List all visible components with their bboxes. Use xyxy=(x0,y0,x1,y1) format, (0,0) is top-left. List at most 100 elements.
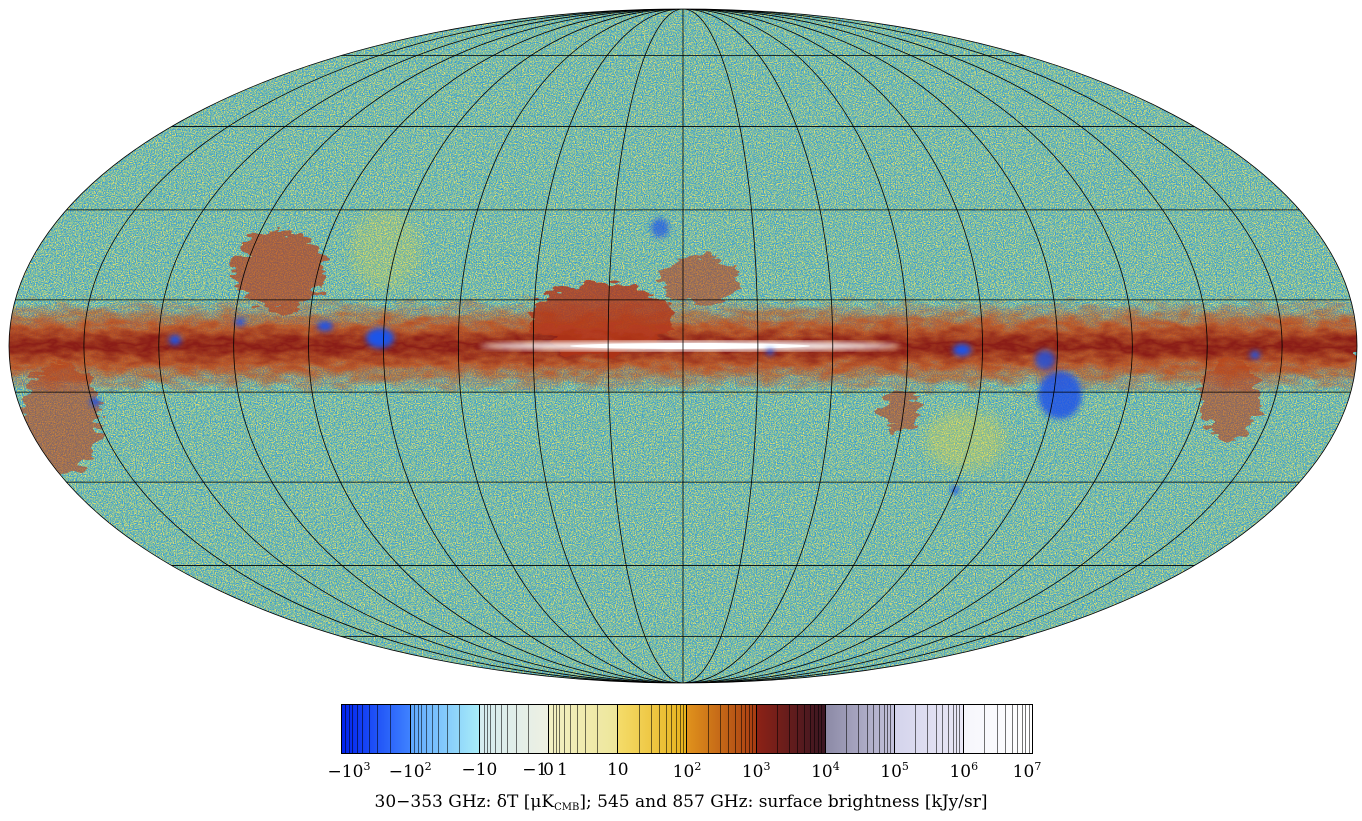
colorbar-minor-tick xyxy=(507,705,509,753)
colorbar-segment xyxy=(963,705,1032,753)
colorbar-tick-label: 103 xyxy=(741,760,771,782)
colorbar-minor-tick xyxy=(707,705,709,753)
colorbar-minor-tick xyxy=(984,705,986,753)
colorbar-minor-tick xyxy=(527,705,529,753)
colorbar-tick-label: 105 xyxy=(880,760,909,782)
colorbar-minor-tick xyxy=(345,705,347,753)
meridian-line xyxy=(682,9,909,683)
colorbar-minor-tick xyxy=(776,705,778,753)
meridian-line xyxy=(457,9,684,683)
colorbar-minor-tick xyxy=(1004,705,1006,753)
colorbar-tick-label: 102 xyxy=(672,760,702,782)
colorbar-minor-tick xyxy=(996,705,998,753)
colorbar-minor-tick xyxy=(426,705,428,753)
colorbar-segment xyxy=(480,705,550,753)
colorbar-minor-tick xyxy=(564,705,566,753)
colorbar-minor-tick xyxy=(915,705,917,753)
colorbar-segment xyxy=(894,705,964,753)
meridian-line xyxy=(682,9,834,683)
colorbar-tick-label: 107 xyxy=(1012,760,1042,782)
colorbar-minor-tick xyxy=(873,705,875,753)
colorbar-segment xyxy=(825,705,895,753)
colorbar-minor-tick xyxy=(389,705,391,753)
colorbar-minor-tick xyxy=(878,705,880,753)
colorbar-segment xyxy=(411,705,481,753)
colorbar-tick-label: 0 xyxy=(543,760,555,780)
colorbar-minor-tick xyxy=(377,705,379,753)
colorbar-minor-tick xyxy=(414,705,416,753)
colorbar-minor-tick xyxy=(559,705,561,753)
colorbar-minor-tick xyxy=(745,705,747,753)
colorbar-minor-tick xyxy=(651,705,653,753)
colorbar-minor-tick xyxy=(735,705,737,753)
colorbar-minor-tick xyxy=(421,705,423,753)
colorbar-minor-tick xyxy=(728,705,730,753)
colorbar-segment xyxy=(618,705,688,753)
colorbar-minor-tick xyxy=(720,705,722,753)
colorbar-minor-tick xyxy=(431,705,433,753)
colorbar-minor-tick xyxy=(821,705,823,753)
meridian-line xyxy=(308,9,684,683)
colorbar-minor-tick xyxy=(748,705,750,753)
colorbar-minor-tick xyxy=(814,705,816,753)
colorbar-tick-label: −1 xyxy=(522,760,548,780)
colorbar-minor-tick xyxy=(569,705,571,753)
colorbar-minor-tick xyxy=(809,705,811,753)
colorbar-minor-tick xyxy=(676,705,678,753)
colorbar-tick-label: −102 xyxy=(388,760,432,782)
colorbar-minor-tick xyxy=(515,705,517,753)
colorbar-minor-tick xyxy=(846,705,848,753)
colorbar-minor-tick xyxy=(1011,705,1013,753)
meridian-line xyxy=(682,9,983,683)
colorbar-minor-tick xyxy=(348,705,350,753)
meridian-line xyxy=(682,9,1283,683)
colorbar-minor-tick xyxy=(740,705,742,753)
colorbar-minor-tick xyxy=(797,705,799,753)
colorbar-minor-tick xyxy=(556,705,558,753)
colorbar-caption: 30−353 GHz: δT [μKCMB]; 545 and 857 GHz:… xyxy=(374,792,988,813)
colorbar-segment xyxy=(687,705,757,753)
colorbar-minor-tick xyxy=(886,705,888,753)
colorbar-segment xyxy=(342,705,412,753)
colorbar-minor-tick xyxy=(959,705,961,753)
colorbar-minor-tick xyxy=(666,705,668,753)
colorbar-minor-tick xyxy=(947,705,949,753)
colorbar-minor-tick xyxy=(362,705,364,753)
colorbar-minor-tick xyxy=(486,705,488,753)
colorbar-minor-tick xyxy=(659,705,661,753)
colorbar-minor-tick xyxy=(369,705,371,753)
meridian-line xyxy=(682,9,1058,683)
colorbar-segment xyxy=(549,705,619,753)
colorbar-minor-tick xyxy=(1021,705,1023,753)
colorbar-minor-tick xyxy=(1028,705,1030,753)
colorbar-minor-tick xyxy=(417,705,419,753)
colorbar-tick-label: −103 xyxy=(327,760,371,782)
colorbar-minor-tick xyxy=(683,705,685,753)
meridian-line xyxy=(233,9,684,683)
meridian-line xyxy=(532,9,684,683)
colorbar-minor-tick xyxy=(927,705,929,753)
colorbar-minor-tick xyxy=(576,705,578,753)
colorbar-minor-tick xyxy=(490,705,492,753)
colorbar-minor-tick xyxy=(952,705,954,753)
colorbar-minor-tick xyxy=(752,705,754,753)
meridian-line xyxy=(83,9,684,683)
colorbar-minor-tick xyxy=(956,705,958,753)
colorbar xyxy=(341,704,1033,754)
colorbar-minor-tick xyxy=(458,705,460,753)
colorbar-minor-tick xyxy=(552,705,554,753)
colorbar-tick-label: 10 xyxy=(606,760,629,780)
colorbar-minor-tick xyxy=(1025,705,1027,753)
colorbar-tick-label: 1 xyxy=(556,760,568,780)
colorbar-tick-label: −10 xyxy=(461,760,498,780)
colorbar-minor-tick xyxy=(495,705,497,753)
colorbar-minor-tick xyxy=(883,705,885,753)
meridian-line xyxy=(158,9,684,683)
colorbar-minor-tick xyxy=(890,705,892,753)
colorbar-minor-tick xyxy=(1016,705,1018,753)
colorbar-minor-tick xyxy=(789,705,791,753)
colorbar-minor-tick xyxy=(596,705,598,753)
meridian-line xyxy=(607,9,684,683)
colorbar-minor-tick xyxy=(858,705,860,753)
meridian-line xyxy=(383,9,684,683)
